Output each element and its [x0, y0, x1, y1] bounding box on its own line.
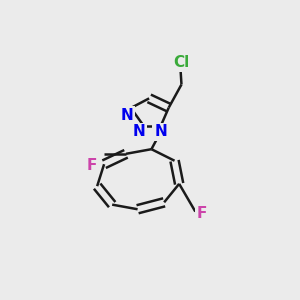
Text: F: F [86, 158, 97, 173]
Text: N: N [154, 124, 167, 140]
Text: N: N [121, 108, 134, 123]
Text: N: N [132, 124, 145, 140]
Text: Cl: Cl [173, 55, 190, 70]
Text: F: F [197, 206, 207, 221]
